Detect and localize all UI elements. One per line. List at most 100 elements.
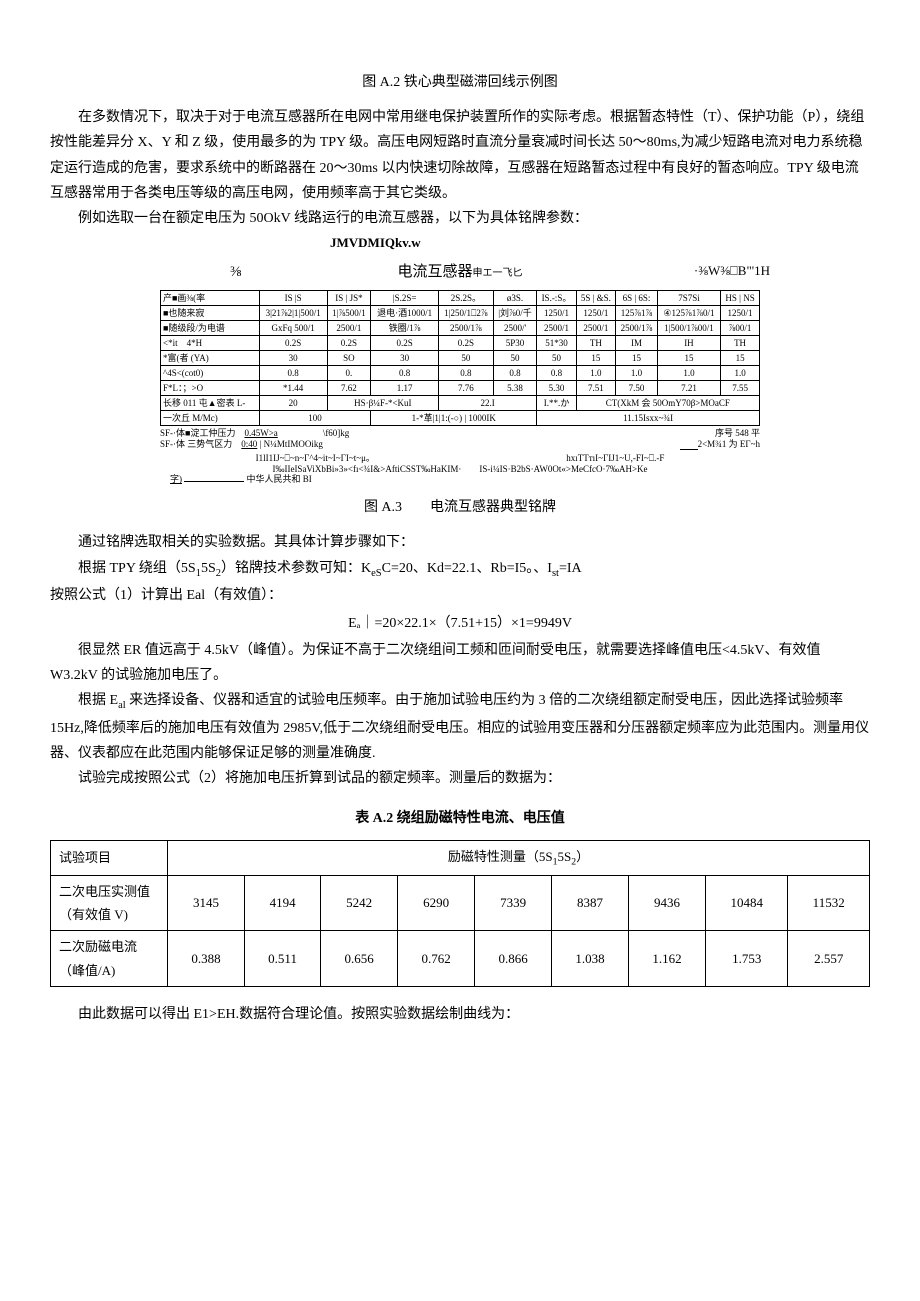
cell: 7.50: [616, 380, 658, 395]
cell: IS | JS*: [327, 290, 371, 305]
cell: 22.I: [439, 395, 537, 410]
cell: 5242: [321, 875, 398, 931]
cell: ④125⅞1⅞0/1: [657, 305, 720, 320]
table-row: ■也随来寂3|21⅞2|1|500/11|⅞500/1退电·酒1000/11|2…: [161, 305, 760, 320]
nameplate-bottom-right: 中华人民共和 BI: [247, 474, 312, 484]
cell: 2500/1⅞: [439, 320, 494, 335]
cell: 1.0: [657, 365, 720, 380]
cell: 100: [259, 410, 371, 425]
cell: 1|500/1⅞00/1: [657, 320, 720, 335]
cell: SO: [327, 350, 371, 365]
cell: 7.51: [576, 380, 616, 395]
nameplate-bottom-left: 字): [170, 474, 182, 484]
table-a2-title: 表 A.2 绕组励磁特性电流、电压值: [50, 806, 870, 831]
cell: 1250/1: [537, 305, 576, 320]
cell: |刘⅞0/千: [493, 305, 537, 320]
paragraph-8: 试验完成按照公式（2）将施加电压折算到试品的额定频率。测量后的数据为：: [50, 766, 870, 791]
cell: 0.511: [244, 931, 320, 987]
fig-a2-caption: 图 A.2 铁心典型磁滞回线示例图: [50, 70, 870, 95]
cell: 15: [657, 350, 720, 365]
cell: 9436: [629, 875, 706, 931]
cell: HS·β¼F-*<KuI: [327, 395, 438, 410]
cell: 5.38: [493, 380, 537, 395]
cell: |S.2S=: [371, 290, 439, 305]
cell: 0.8: [493, 365, 537, 380]
cell: 0.8: [537, 365, 576, 380]
cell: 0.866: [475, 931, 552, 987]
cell: 1|250/1⎕2⅞: [439, 305, 494, 320]
cell: 0.: [327, 365, 371, 380]
paragraph-7: 根据 Eal 来选择设备、仪器和适宜的试验电压频率。由于施加试验电压约为 3 倍…: [50, 688, 870, 766]
cell: 30: [371, 350, 439, 365]
cell: 4194: [244, 875, 320, 931]
cell: 铁圈/1⅞: [371, 320, 439, 335]
table-row: *富(者 (YA)30SO3050505015151515: [161, 350, 760, 365]
cell: 1.17: [371, 380, 439, 395]
cell: CT(XkM 会 50OmY70β>MOaCF: [576, 395, 759, 410]
cell: 1250/1: [721, 305, 760, 320]
cell: 30: [259, 350, 327, 365]
nameplate-suffix: 申エ一飞匕: [473, 268, 523, 279]
garbled-2: hxıTTтıI~ΓIJ1~U,-FI~⎕.-F: [566, 453, 664, 464]
cell: 0.2S: [371, 335, 439, 350]
cell: 6290: [398, 875, 475, 931]
cell: 1.038: [552, 931, 629, 987]
cell: 15: [721, 350, 760, 365]
cell: 20: [259, 395, 327, 410]
table-row: 产■画⅜(率IS |SIS | JS*|S.2S=2S.2S。ø3S.IS.-:…: [161, 290, 760, 305]
cell: 0.656: [321, 931, 398, 987]
nameplate-code: JMVDMIQkv.w: [330, 231, 870, 254]
table-header-span: 励磁特性测量（5S15S2）: [168, 840, 870, 875]
row-header: ■随级段/为电谱: [161, 320, 260, 335]
cell: I.**.か: [537, 395, 576, 410]
table-row: ^4S<(cot0)0.80.0.80.80.80.81.01.01.01.0: [161, 365, 760, 380]
paragraph-4: 根据 TPY 绕组（5S15S2）铭牌技术参数可知：KeSC=20、Kd=22.…: [50, 556, 870, 584]
cell: 51*30: [537, 335, 576, 350]
nameplate-header: ⅜ 电流互感器申エ一飞匕 ·⅜W⅜⎕B"'1H: [50, 259, 870, 286]
table-row: ■随级段/为电谱GxFq 500/12500/1铁圈/1⅞2500/1⅞2500…: [161, 320, 760, 335]
cell: IM: [616, 335, 658, 350]
cell: 0.388: [168, 931, 245, 987]
cell: TH: [576, 335, 616, 350]
table-row: <*it 4*H0.2S0.2S0.2S0.2S5P3051*30THIMIHT…: [161, 335, 760, 350]
cell: IS |S: [259, 290, 327, 305]
cell: 1.162: [629, 931, 706, 987]
cell: IS.-:S。: [537, 290, 576, 305]
table-header-col: 试验项目: [51, 840, 168, 875]
cell: 2S.2S。: [439, 290, 494, 305]
paragraph-1: 在多数情况下，取决于对于电流互感器所在电网中常用继电保护装置所作的实际考虑。根据…: [50, 105, 870, 206]
row-header: <*it 4*H: [161, 335, 260, 350]
row-header: 产■画⅜(率: [161, 290, 260, 305]
cell: HS | NS: [721, 290, 760, 305]
cell: 6S | 6S:: [616, 290, 658, 305]
nameplate-bottom-rows: SF-·体■淀工仲压力 0.45W>a \f60]kg 序号 548 平 SF-…: [160, 428, 760, 451]
cell: ⅞00/1: [721, 320, 760, 335]
table-row: 试验项目 励磁特性测量（5S15S2）: [51, 840, 870, 875]
cell: 7.55: [721, 380, 760, 395]
cell: 2500/1: [327, 320, 371, 335]
cell: 7.76: [439, 380, 494, 395]
cell: 0.2S: [327, 335, 371, 350]
np-bottom-1b: 序号 548 平: [715, 428, 760, 440]
cell: 125⅞1⅞: [616, 305, 658, 320]
fig-a3-caption: 图 A.3 电流互感器典型铭牌: [50, 495, 870, 520]
table-row: F*L：；>O*1.447.621.177.765.385.307.517.50…: [161, 380, 760, 395]
paragraph-9: 由此数据可以得出 E1>EH.数据符合理论值。按照实验数据绘制曲线为：: [50, 1002, 870, 1027]
cell: 0.762: [398, 931, 475, 987]
row-label: 二次励磁电流（峰值/A): [51, 931, 168, 987]
cell: 2500/': [493, 320, 537, 335]
row-header: 长移 011 屯▲密表 L-: [161, 395, 260, 410]
nameplate-title-text: 电流互感器: [397, 264, 472, 280]
cell: 11.15Isxx~¾I: [537, 410, 760, 425]
cell: 15: [616, 350, 658, 365]
cell: 11532: [788, 875, 870, 931]
cell: 1.0: [616, 365, 658, 380]
table-row: 一次丘 M/Mc)1001-*革|1|1:(-○) | 1000IK11.15I…: [161, 410, 760, 425]
cell: *1.44: [259, 380, 327, 395]
cell: 0.2S: [259, 335, 327, 350]
cell: 退电·酒1000/1: [371, 305, 439, 320]
garbled-text-block: I1lI1IJ~⎕~n~Γ^4~it~I~ΓI~t~μ。 hxıTTтıI~ΓI…: [50, 453, 870, 485]
cell: 2500/1: [576, 320, 616, 335]
garbled-3: I‰IIeISaViXbBi»3»<fı<¾І&>AftiCSST‰HaKIM·…: [50, 464, 870, 475]
paragraph-6: 很显然 ER 值远高于 4.5kV（峰值）。为保证不高于二次绕组间工频和匝间耐受…: [50, 638, 870, 688]
